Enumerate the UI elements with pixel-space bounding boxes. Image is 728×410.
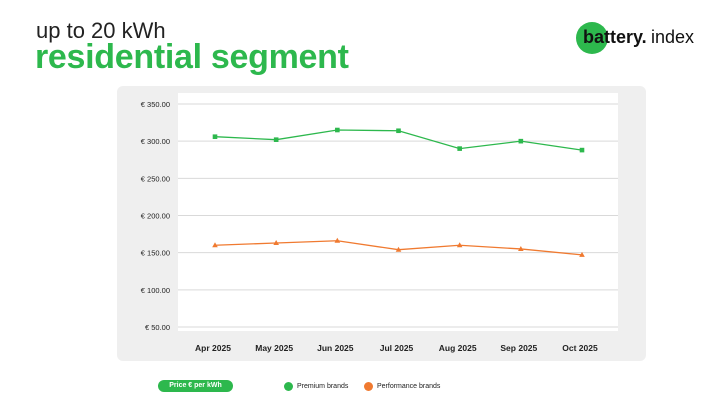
y-tick-label: € 100.00 <box>141 286 170 295</box>
x-tick-label: Sep 2025 <box>500 343 537 353</box>
price-unit-badge: Price € per kWh <box>158 380 233 392</box>
legend-item-premium: Premium brands <box>284 380 348 392</box>
x-axis-ticks: Apr 2025 May 2025 Jun 2025 Jul 2025 Aug 2025… <box>195 343 598 353</box>
legend-label: Premium brands <box>297 382 349 390</box>
data-point <box>212 134 218 140</box>
data-point <box>456 242 463 248</box>
x-tick-label: Jul 2025 <box>380 343 414 353</box>
legend-item-performance: Performance brands <box>364 380 440 392</box>
data-point <box>396 128 401 134</box>
y-axis-ticks: € 350.00 € 300.00 € 250.00 € 200.00 € 150.00… <box>141 100 170 332</box>
title-subtitle: up to 20 kWh <box>36 18 166 43</box>
x-tick-label: May 2025 <box>255 343 293 353</box>
logo-text-light: index <box>651 27 695 47</box>
series-performance <box>212 237 585 257</box>
data-point <box>334 237 341 243</box>
x-tick-label: Jun 2025 <box>317 343 354 353</box>
x-tick-label: Aug 2025 <box>439 343 477 353</box>
data-point <box>335 127 340 133</box>
data-point <box>579 251 585 257</box>
data-point <box>457 146 462 151</box>
data-point <box>518 138 524 144</box>
y-tick-label: € 200.00 <box>141 212 170 221</box>
data-point <box>273 240 279 246</box>
series-premium <box>212 127 585 153</box>
legend-dot-icon <box>284 381 293 391</box>
data-point <box>579 147 585 153</box>
page-title: residential segment <box>35 38 349 76</box>
x-tick-label: Oct 2025 <box>562 343 598 353</box>
chart-series <box>212 127 585 257</box>
data-point <box>518 245 524 251</box>
y-tick-label: € 50.00 <box>145 323 170 332</box>
legend-dot-icon <box>364 381 373 391</box>
data-point <box>395 246 402 252</box>
legend-label: Performance brands <box>377 382 441 390</box>
y-tick-label: € 250.00 <box>141 174 170 183</box>
x-tick-label: Apr 2025 <box>195 343 231 353</box>
y-tick-label: € 350.00 <box>141 100 170 109</box>
data-point <box>212 242 218 248</box>
logo-circle-icon <box>576 22 608 54</box>
data-point <box>273 137 279 142</box>
logo-text-bold: battery. <box>583 27 647 47</box>
y-tick-label: € 300.00 <box>141 137 170 146</box>
y-tick-label: € 150.00 <box>141 249 170 258</box>
